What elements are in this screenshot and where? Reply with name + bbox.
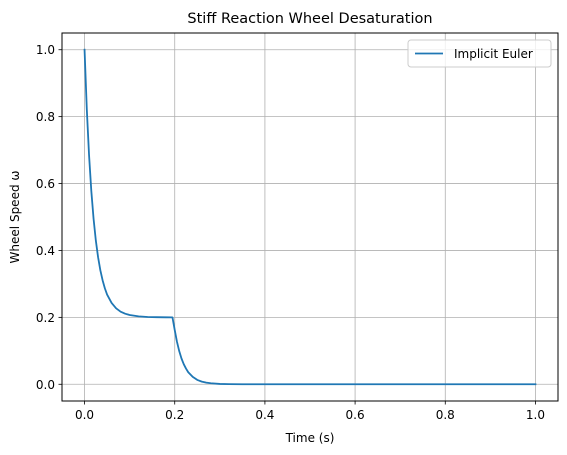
legend-label: Implicit Euler: [454, 47, 533, 61]
x-tick-label: 0.0: [75, 408, 94, 422]
x-axis-label: Time (s): [285, 431, 335, 445]
x-tick-label: 0.6: [346, 408, 365, 422]
y-tick-label: 0.4: [36, 244, 55, 258]
plot-area: [83, 48, 537, 386]
y-tick-label: 0.6: [36, 177, 55, 191]
legend-box: [407, 39, 552, 68]
y-tick-label: 0.2: [36, 311, 55, 325]
y-tick-label: 0.8: [36, 110, 55, 124]
x-tick-label: 1.0: [526, 408, 545, 422]
x-tick-label: 0.2: [165, 408, 184, 422]
x-tick-label: 0.8: [436, 408, 455, 422]
y-tick-label: 1.0: [36, 43, 55, 57]
y-tick-label: 0.0: [36, 378, 55, 392]
chart-title: Stiff Reaction Wheel Desaturation: [187, 11, 432, 27]
axes-frame: [61, 32, 559, 402]
legend: Implicit Euler: [407, 39, 552, 68]
y-axis-label: Wheel Speed ω: [8, 171, 22, 264]
ticks: 0.0 0.2 0.4 0.6 0.8 1.0 0.0 0.2 0.4 0.6 0.8 1.0: [36, 43, 545, 422]
x-tick-label: 0.4: [255, 408, 274, 422]
series-line-implicit-euler: [83, 48, 537, 386]
